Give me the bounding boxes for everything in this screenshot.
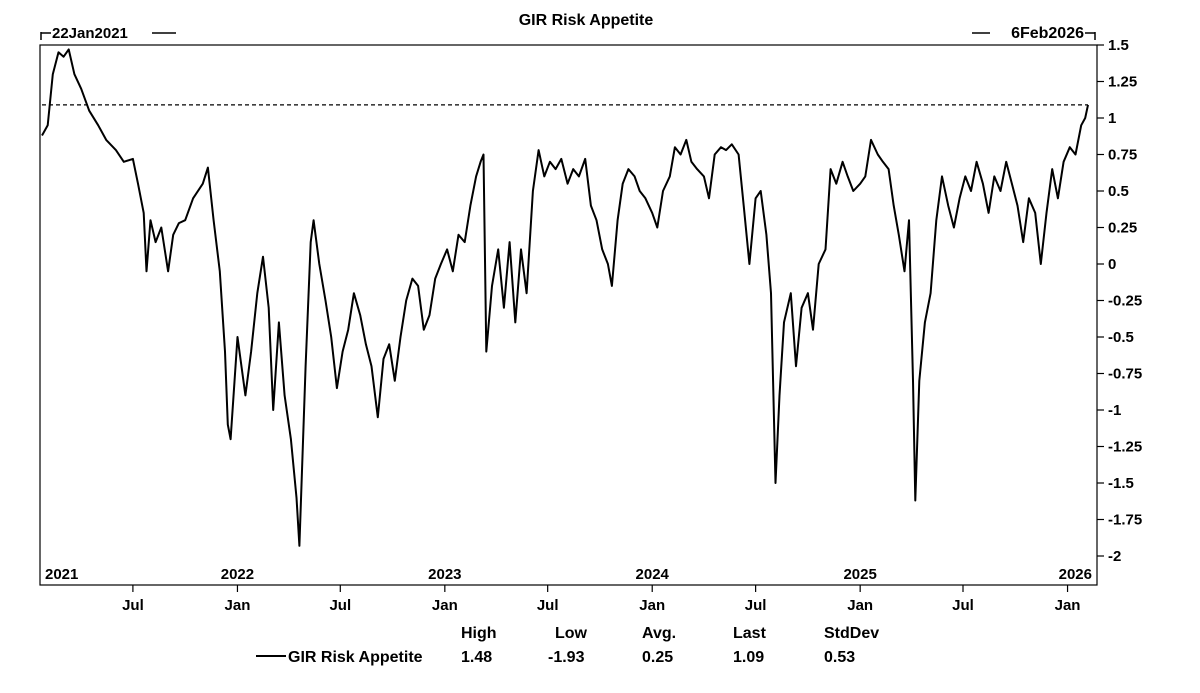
year-label: 2022: [221, 566, 254, 583]
stats-value-high: 1.48: [461, 649, 492, 666]
y-tick-label: -1: [1108, 402, 1121, 419]
y-tick-label: 1.25: [1108, 74, 1137, 91]
y-tick-label: 0.25: [1108, 220, 1137, 237]
stats-value-avg: 0.25: [642, 649, 673, 666]
plot-frame: [39, 44, 1098, 586]
x-tick-label: Jan: [639, 597, 665, 614]
y-tick-label: -0.25: [1108, 293, 1142, 310]
stats-value-last: 1.09: [733, 649, 764, 666]
stats-header-stddev: StdDev: [824, 625, 879, 642]
year-label: 2025: [843, 566, 876, 583]
end-date-label: 6Feb2026: [1011, 25, 1084, 42]
y-tick-label: -0.5: [1108, 329, 1134, 346]
y-tick-label: -0.75: [1108, 366, 1142, 383]
x-tick-label: Jul: [122, 597, 144, 614]
x-tick-label: Jan: [1055, 597, 1081, 614]
y-tick-label: 0.5: [1108, 183, 1129, 200]
year-label: 2024: [636, 566, 670, 583]
y-axis: 1.5 1.25 1 0.75 0.5 0.25 0 -0.25 -0.5 -0.75 -1 -1.2…: [1097, 37, 1142, 565]
stats-table: High Low Avg. Last StdDev GIR Risk Appet…: [256, 625, 879, 666]
stats-value-low: -1.93: [548, 649, 585, 666]
start-date-marker: 22Jan2021: [40, 25, 176, 42]
year-label: 2023: [428, 566, 461, 583]
legend-series-name: GIR Risk Appetite: [288, 649, 423, 666]
end-date-marker: 6Feb2026: [972, 25, 1096, 42]
x-tick-label: Jan: [225, 597, 251, 614]
y-tick-label: 0.75: [1108, 147, 1137, 164]
y-tick-label: 1: [1108, 110, 1116, 127]
y-tick-label: -2: [1108, 548, 1121, 565]
y-tick-label: 1.5: [1108, 37, 1129, 54]
y-tick-label: -1.5: [1108, 475, 1134, 492]
stats-header-last: Last: [733, 625, 767, 642]
y-tick-label: 0: [1108, 256, 1116, 273]
series-layer: [41, 48, 1089, 547]
series-line-gir-risk-appetite: [41, 48, 1089, 547]
year-label: 2021: [45, 566, 78, 583]
chart-title: GIR Risk Appetite: [519, 12, 654, 29]
year-label: 2026: [1059, 566, 1092, 583]
x-tick-label: Jul: [745, 597, 767, 614]
stats-header-low: Low: [555, 625, 588, 642]
x-tick-label: Jul: [952, 597, 974, 614]
y-tick-label: -1.25: [1108, 439, 1142, 456]
x-tick-label: Jan: [432, 597, 458, 614]
stats-header-high: High: [461, 625, 497, 642]
y-tick-label: -1.75: [1108, 512, 1142, 529]
x-axis: Jul Jan Jul Jan Jul Jan Jul Jan Jul Jan 2021 2022 20…: [45, 566, 1092, 614]
stats-value-stddev: 0.53: [824, 649, 855, 666]
x-tick-label: Jul: [537, 597, 559, 614]
x-tick-label: Jan: [847, 597, 873, 614]
stats-header-avg: Avg.: [642, 625, 676, 642]
start-date-label: 22Jan2021: [52, 25, 128, 42]
x-tick-label: Jul: [329, 597, 351, 614]
